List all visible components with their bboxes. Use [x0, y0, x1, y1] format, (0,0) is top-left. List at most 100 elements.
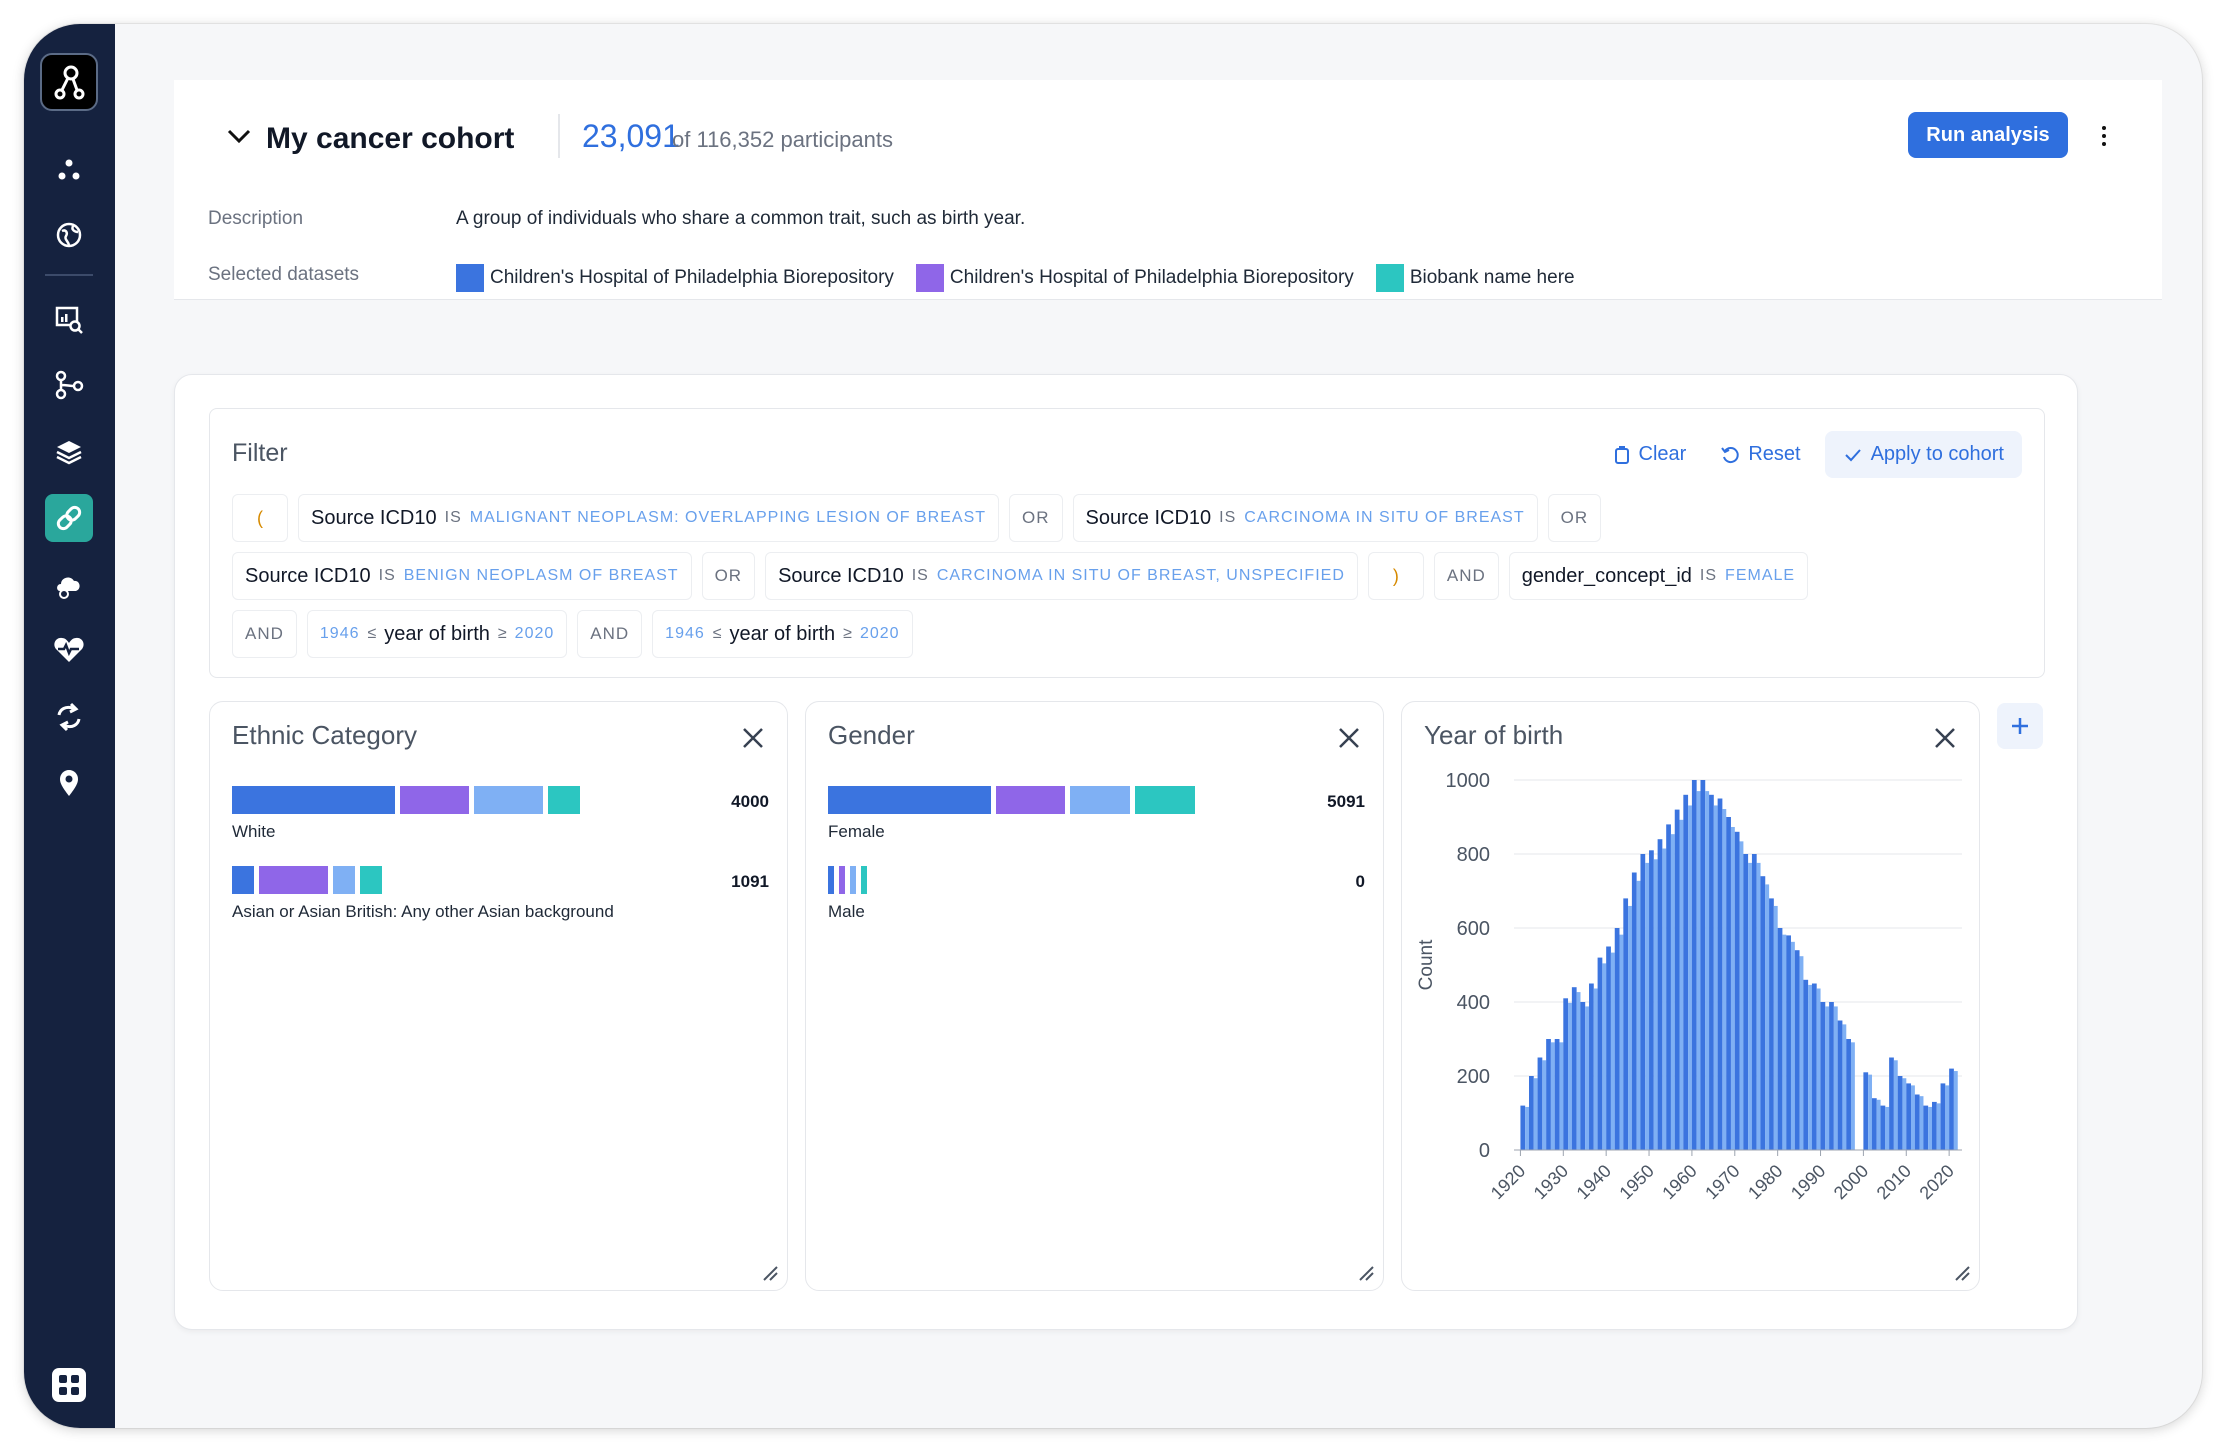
dataset-color-swatch	[1375, 264, 1404, 292]
resize-handle-icon[interactable]	[1355, 1262, 1375, 1282]
workflow-icon[interactable]	[45, 361, 93, 409]
filter-title: Filter	[232, 439, 288, 467]
filter-condition-chip[interactable]: Source ICD10 IS CARCINOMA IN SITU OF BREAS…	[765, 552, 1358, 600]
histogram-bar	[1674, 809, 1680, 1150]
apps-grid-icon[interactable]	[45, 1361, 93, 1409]
bar-segment	[1070, 786, 1130, 814]
histogram-bar	[1777, 928, 1783, 1150]
condition-field: Source ICD10	[1085, 506, 1212, 529]
condition-value: MALIGNANT NEOPLASM: OVERLAPPING LESION O…	[469, 509, 987, 526]
range-condition-chip[interactable]: 1946 ≤ year of birth ≥2020	[306, 610, 568, 658]
paren-chip[interactable]: (	[232, 494, 288, 542]
histogram-bar	[1563, 998, 1569, 1150]
histogram-bar	[1653, 859, 1658, 1150]
x-tick-label: 2020	[1916, 1161, 1958, 1203]
gender-card: Gender 5091 Female 0 Male	[805, 701, 1384, 1291]
histogram-bar	[1928, 1106, 1933, 1150]
filter-condition-chip[interactable]: Source ICD10 IS MALIGNANT NEOPLASM: OVERLA…	[298, 494, 1000, 542]
location-pin-icon[interactable]	[45, 759, 93, 807]
logic-operator-chip[interactable]: AND	[1433, 552, 1499, 600]
close-icon[interactable]	[739, 724, 767, 752]
clear-button[interactable]: Clear	[1603, 435, 1697, 474]
x-tick-label: 1960	[1658, 1161, 1700, 1203]
range-operator: ≤	[367, 625, 377, 642]
bar-value: 5091	[1327, 792, 1365, 811]
sync-icon[interactable]	[45, 693, 93, 741]
resize-handle-icon[interactable]	[1951, 1262, 1971, 1282]
logic-operator-chip[interactable]: AND	[577, 610, 643, 658]
histogram-bar	[1589, 983, 1594, 1150]
bar-value: 0	[1355, 872, 1365, 891]
card-title: Year of birth	[1424, 720, 1564, 750]
histogram-bar	[1825, 1006, 1830, 1150]
close-icon[interactable]	[1335, 724, 1363, 752]
histogram-bar	[1919, 1096, 1924, 1150]
analysis-panel: Filter Clear Reset Apply to cohort (Sour…	[174, 374, 2078, 1330]
close-icon[interactable]	[1931, 724, 1959, 752]
logic-operator-chip[interactable]: OR	[1009, 494, 1063, 542]
data-explorer-icon[interactable]	[45, 296, 93, 344]
bar-row: 5091 Female	[828, 786, 1365, 846]
range-operator: ≥	[497, 625, 507, 642]
filter-condition-chip[interactable]: Source ICD10 IS CARCINOMA IN SITU OF BREAS…	[1072, 494, 1538, 542]
resize-handle-icon[interactable]	[759, 1262, 779, 1282]
histogram-bar	[1700, 780, 1706, 1150]
add-card-button[interactable]	[1997, 703, 2043, 749]
logic-operator-chip[interactable]: AND	[232, 610, 297, 658]
chevron-down-icon[interactable]	[226, 126, 252, 151]
bar-value: 1091	[731, 872, 769, 891]
title-row: My cancer cohort 23,091 of 116,352 parti…	[174, 108, 2162, 172]
bar-label: Asian or Asian British: Any other Asian …	[232, 902, 614, 921]
x-tick-label: 2000	[1830, 1161, 1872, 1203]
histogram-bar	[1683, 794, 1689, 1150]
histogram-bar	[1623, 898, 1629, 1150]
condition-value: FEMALE	[1725, 567, 1796, 584]
range-condition-chip[interactable]: 1946 ≤ year of birth ≥2020	[652, 610, 913, 658]
more-options-icon[interactable]	[2092, 116, 2116, 156]
nodes-icon[interactable]	[45, 146, 93, 194]
cloud-gear-icon[interactable]	[45, 561, 93, 609]
histogram-bar	[1893, 1060, 1898, 1150]
histogram-bar	[1554, 1039, 1560, 1150]
apply-to-cohort-button[interactable]: Apply to cohort	[1824, 431, 2022, 478]
histogram-bar	[1559, 1042, 1564, 1150]
link-icon[interactable]	[45, 494, 93, 542]
logic-operator-chip[interactable]: OR	[701, 552, 756, 600]
paren-chip[interactable]: )	[1367, 552, 1424, 600]
histogram-bar	[1902, 1078, 1907, 1150]
layers-icon[interactable]	[45, 428, 93, 476]
histogram-bar	[1880, 1105, 1886, 1150]
histogram-bar	[1734, 831, 1740, 1150]
histogram-bar	[1662, 848, 1667, 1150]
heart-icon[interactable]	[45, 626, 93, 674]
y-tick-label: 600	[1457, 918, 1490, 940]
logo-icon[interactable]	[40, 53, 98, 111]
filter-condition-chip[interactable]: gender_concept_id IS FEMALE	[1508, 552, 1809, 600]
filter-box: Filter Clear Reset Apply to cohort (Sour…	[209, 408, 2045, 678]
logic-operator-chip[interactable]: OR	[1547, 494, 1602, 542]
globe-icon[interactable]	[45, 211, 93, 259]
histogram-bar	[1923, 1105, 1929, 1150]
histogram-bar	[1525, 1106, 1530, 1150]
y-axis-label: Count	[1416, 939, 1437, 990]
histogram-bar	[1773, 905, 1778, 1150]
filter-row-3: AND 1946 ≤ year of birth ≥2020 AND 1946 ≤ year o…	[232, 610, 913, 658]
filter-condition-chip[interactable]: Source ICD10 IS BENIGN NEOPLASM OF BREAST	[232, 552, 692, 600]
x-tick-label: 1990	[1787, 1161, 1829, 1203]
filter-row-1: (Source ICD10 IS MALIGNANT NEOPLASM: OVERL…	[232, 494, 1602, 542]
histogram-bar	[1666, 824, 1671, 1150]
histogram-bar	[1696, 791, 1701, 1150]
reset-label: Reset	[1748, 443, 1801, 465]
histogram-bar	[1743, 854, 1749, 1150]
dataset-item: Biobank name here	[1375, 264, 1575, 292]
bar-row: 1091 Asian or Asian British: Any other As…	[232, 866, 769, 926]
histogram-bar	[1829, 1002, 1834, 1150]
reset-button[interactable]: Reset	[1710, 435, 1810, 474]
histogram-bar	[1550, 1042, 1555, 1150]
range-low: 1946	[319, 625, 360, 642]
histogram-bar	[1803, 979, 1809, 1150]
histogram-bar	[1631, 872, 1637, 1150]
bar-segment	[259, 866, 328, 894]
x-tick-label: 1930	[1530, 1161, 1572, 1203]
run-analysis-button[interactable]: Run analysis	[1908, 112, 2068, 158]
